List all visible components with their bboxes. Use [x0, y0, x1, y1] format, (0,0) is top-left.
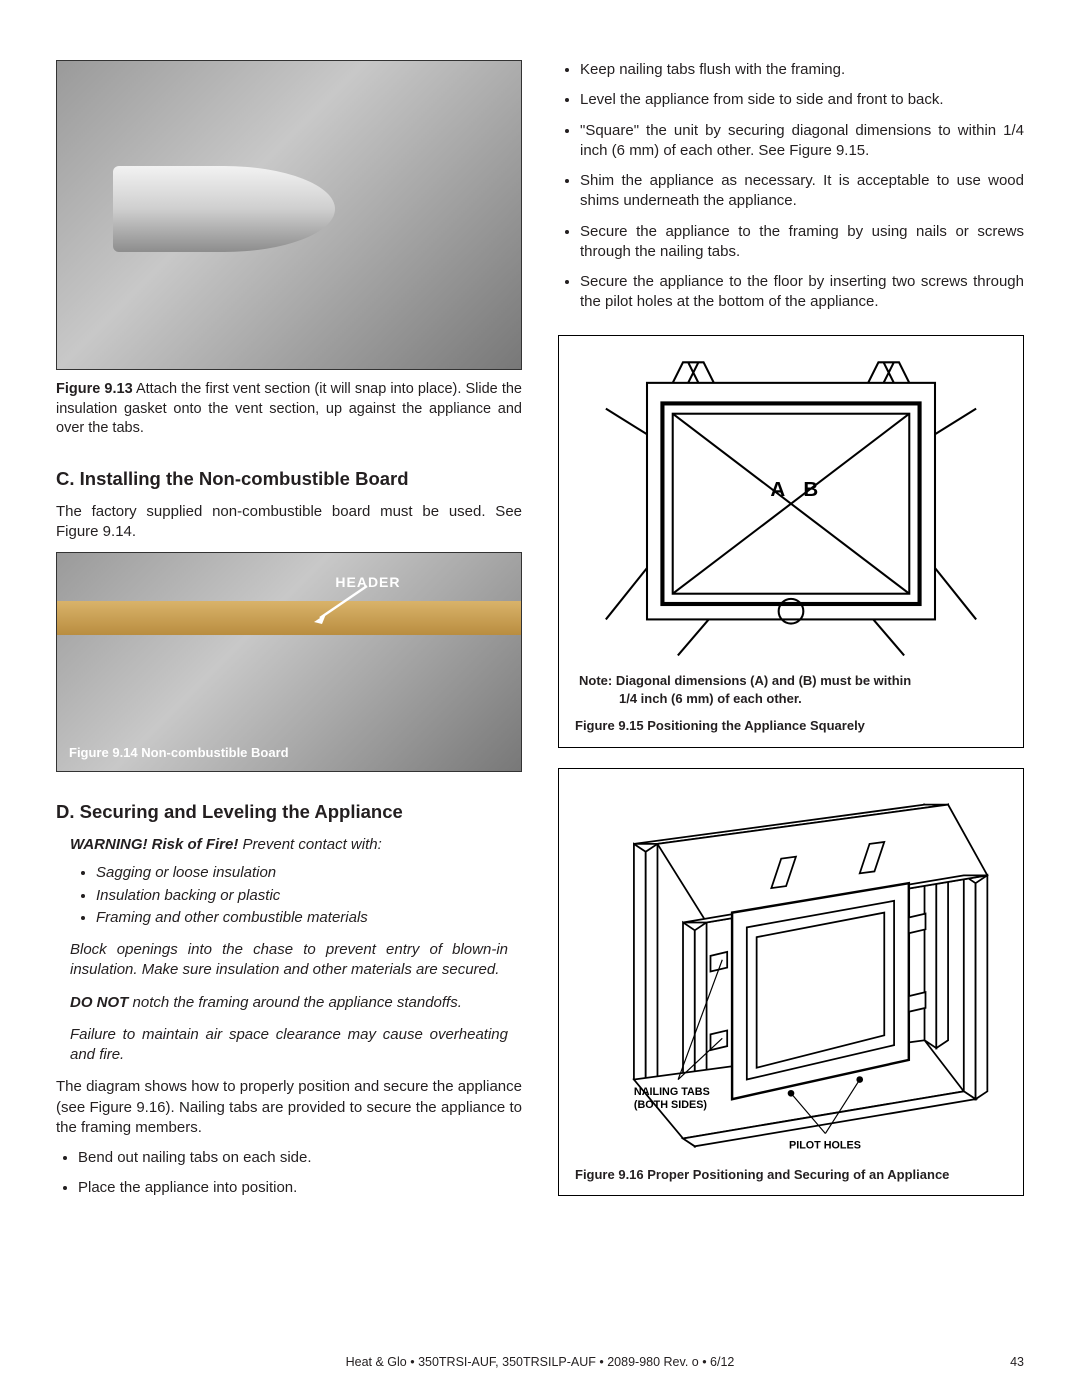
left-column: Figure 9.13 Attach the first vent sectio… [56, 60, 522, 1216]
warning-bullet: Sagging or loose insulation [96, 863, 508, 883]
warning-bullet: Insulation backing or plastic [96, 886, 508, 906]
warning-bullet: Framing and other combustible materials [96, 908, 508, 928]
svg-text:PILOT HOLES: PILOT HOLES [789, 1139, 861, 1151]
figure-9-16-diagram: NAILING TABS (BOTH SIDES) PILOT HOLES [575, 785, 1007, 1158]
warning-title: WARNING! Risk of Fire! Prevent contact w… [70, 835, 508, 855]
figure-9-16-caption: Figure 9.16 Proper Positioning and Secur… [575, 1166, 1007, 1184]
warning-p1: Block openings into the chase to prevent… [70, 940, 508, 981]
section-c-heading: C. Installing the Non-combustible Board [56, 467, 522, 492]
list-item: Bend out nailing tabs on each side. [78, 1148, 522, 1168]
svg-text:B: B [803, 477, 818, 500]
figure-9-15-note: Note: Diagonal dimensions (A) and (B) mu… [579, 672, 1003, 707]
figure-9-13-caption: Figure 9.13 Attach the first vent sectio… [56, 380, 522, 439]
figure-9-15-box: A B Note: Diagonal dimensions (A) and (B… [558, 335, 1024, 748]
right-bullets: Keep nailing tabs flush with the framing… [558, 60, 1024, 313]
warning-block: WARNING! Risk of Fire! Prevent contact w… [56, 835, 522, 1065]
figure-9-14-caption: Figure 9.14 Non-combustible Board [69, 744, 289, 762]
svg-text:NAILING TABS: NAILING TABS [634, 1086, 710, 1098]
page-number: 43 [1010, 1354, 1024, 1371]
warning-p2: DO NOT notch the framing around the appl… [70, 993, 508, 1013]
list-item: "Square" the unit by securing diagonal d… [580, 121, 1024, 162]
warning-p3: Failure to maintain air space clearance … [70, 1025, 508, 1066]
right-column: Keep nailing tabs flush with the framing… [558, 60, 1024, 1216]
section-d-bullets: Bend out nailing tabs on each side. Plac… [56, 1148, 522, 1199]
page-footer: Heat & Glo • 350TRSI-AUF, 350TRSILP-AUF … [0, 1354, 1080, 1371]
figure-9-14-photo: HEADER Figure 9.14 Non-combustible Board [56, 552, 522, 772]
list-item: Place the appliance into position. [78, 1178, 522, 1198]
svg-text:A: A [770, 477, 785, 500]
section-c-body: The factory supplied non-combustible boa… [56, 502, 522, 543]
list-item: Shim the appliance as necessary. It is a… [580, 171, 1024, 212]
figure-9-15-caption: Figure 9.15 Positioning the Appliance Sq… [575, 717, 1007, 735]
section-d-heading: D. Securing and Leveling the Appliance [56, 800, 522, 825]
list-item: Secure the appliance to the framing by u… [580, 222, 1024, 263]
figure-9-15-diagram: A B [575, 352, 1007, 661]
list-item: Secure the appliance to the floor by ins… [580, 272, 1024, 313]
list-item: Level the appliance from side to side an… [580, 90, 1024, 110]
header-arrow-icon [312, 584, 372, 624]
figure-9-16-box: NAILING TABS (BOTH SIDES) PILOT HOLES Fi… [558, 768, 1024, 1197]
figure-9-13-photo [56, 60, 522, 370]
list-item: Keep nailing tabs flush with the framing… [580, 60, 1024, 80]
svg-text:(BOTH SIDES): (BOTH SIDES) [634, 1099, 707, 1111]
warning-bullet-list: Sagging or loose insulation Insulation b… [70, 863, 508, 928]
section-d-body: The diagram shows how to properly positi… [56, 1077, 522, 1138]
